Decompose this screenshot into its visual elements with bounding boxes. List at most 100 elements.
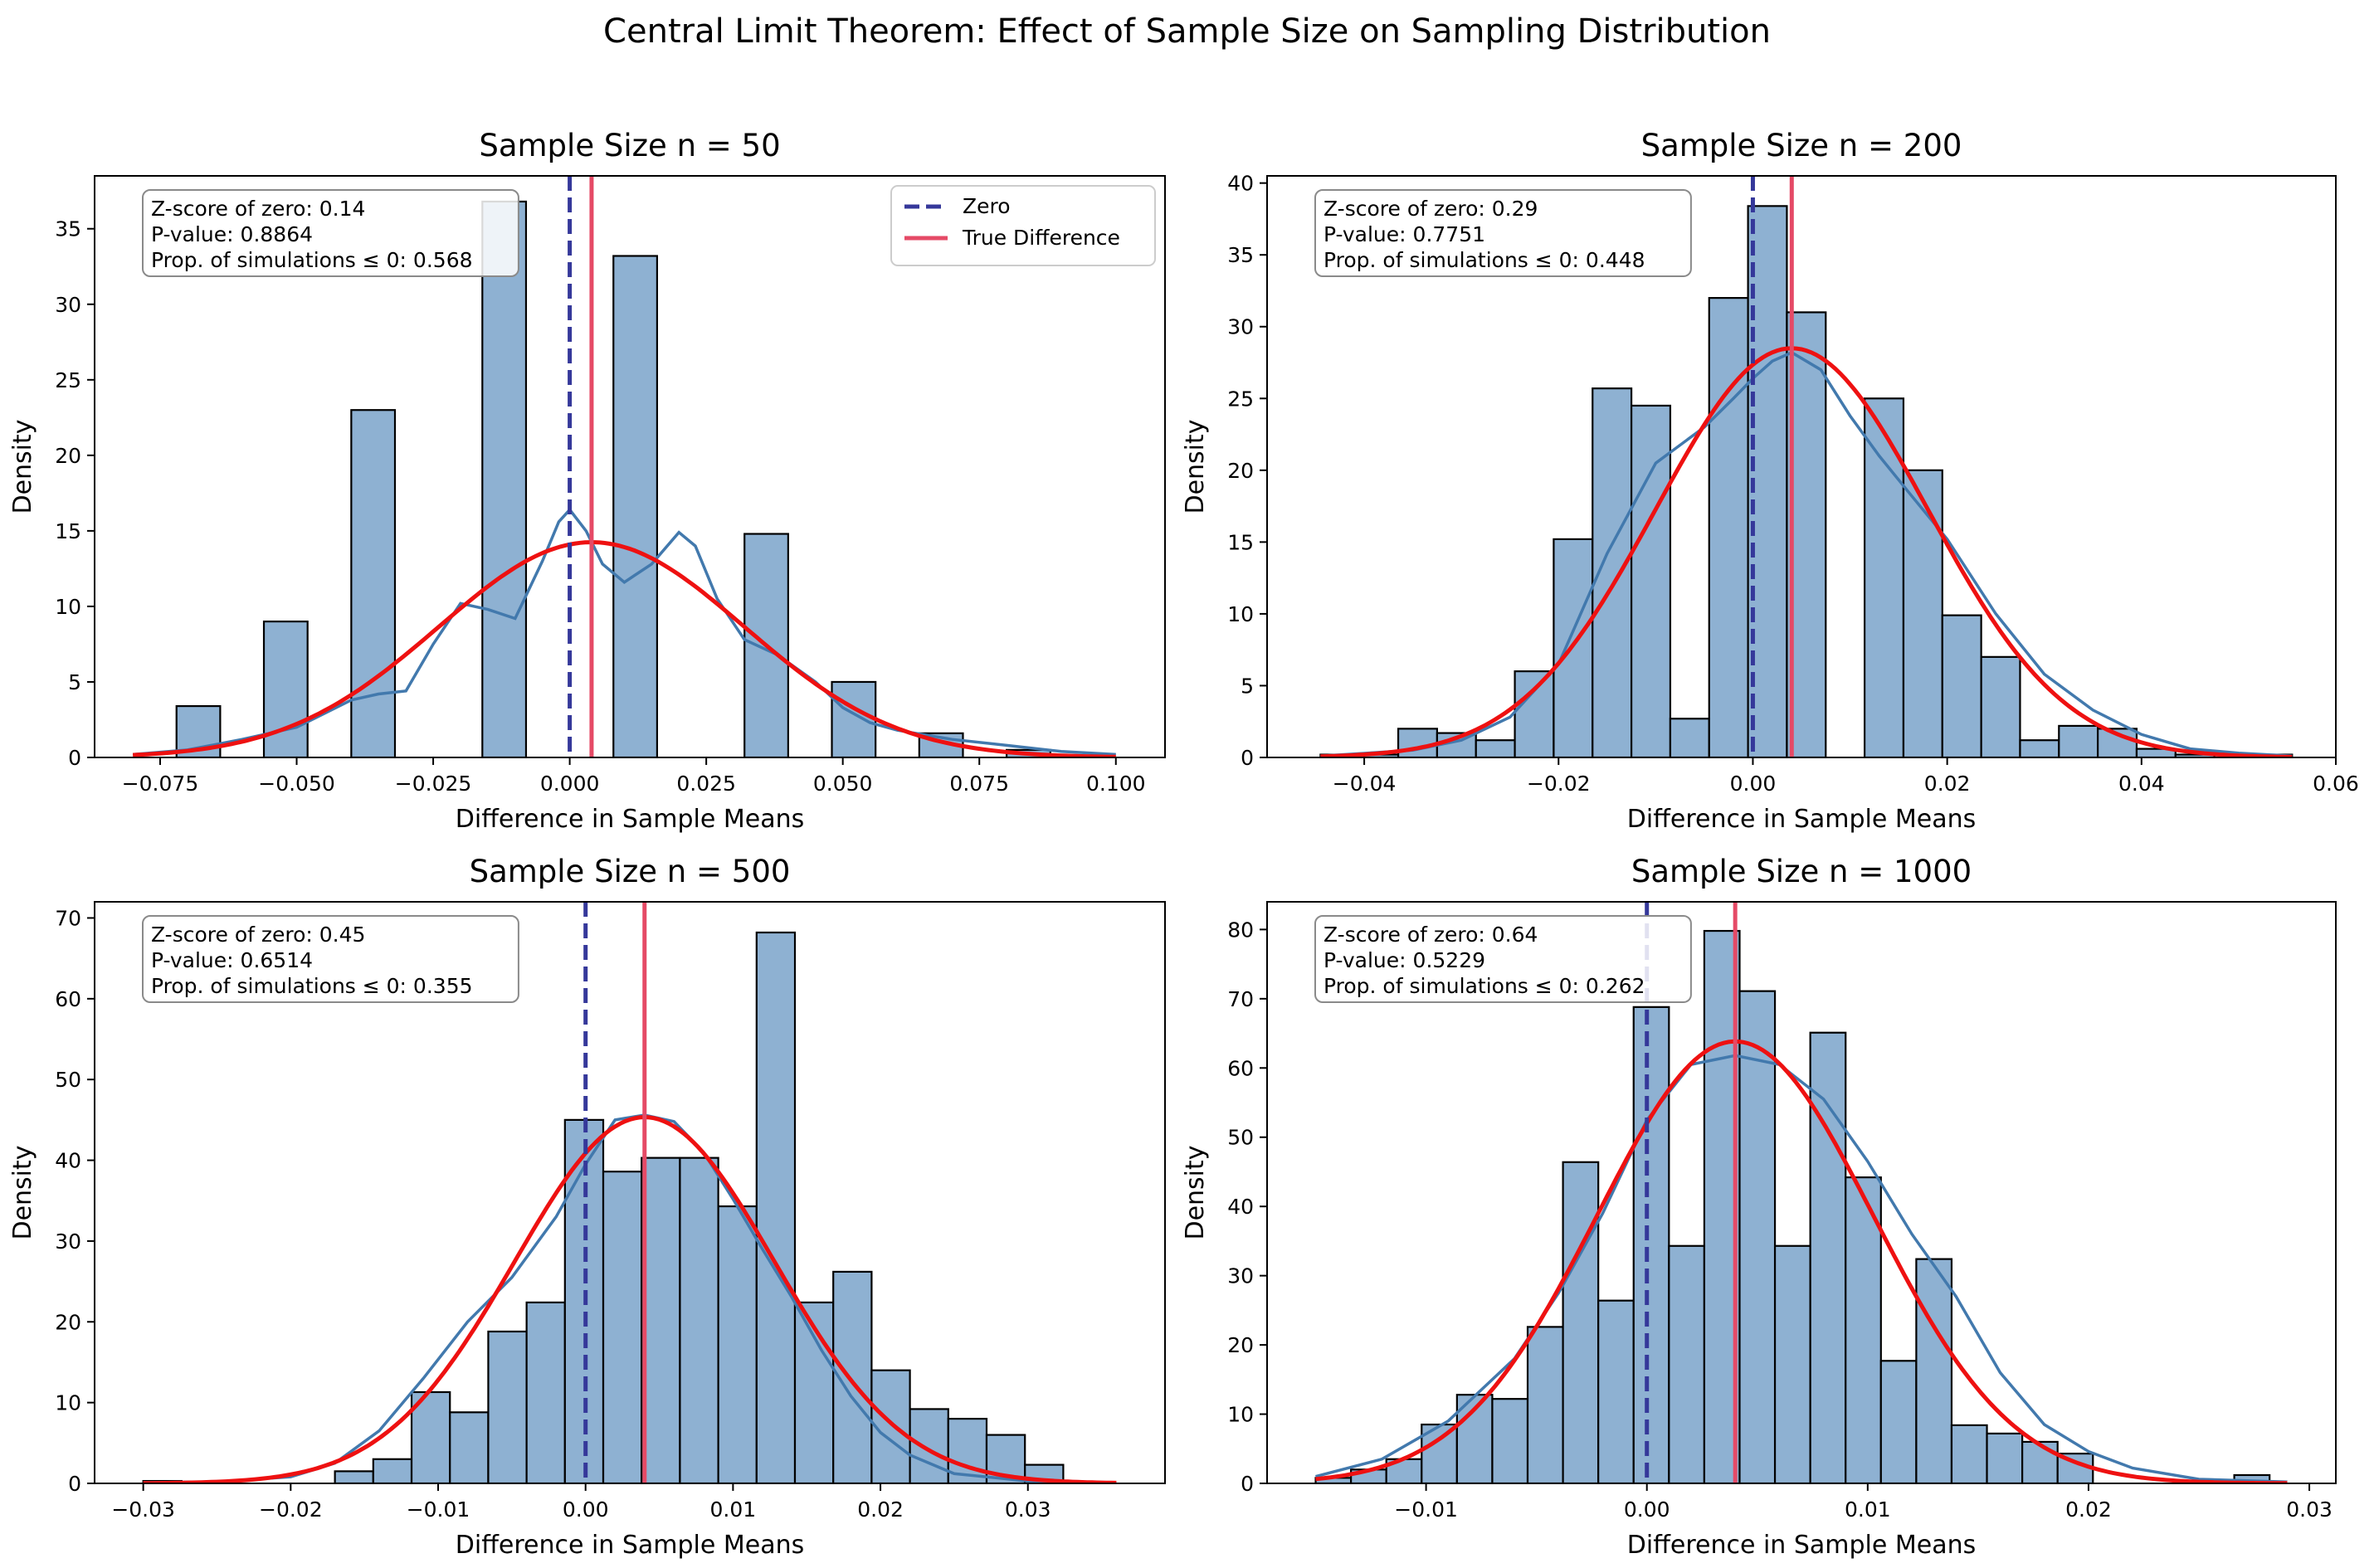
histogram-bar bbox=[1385, 1458, 1423, 1483]
normal-fit-curve bbox=[1315, 1039, 2288, 1483]
histogram-bar bbox=[1941, 614, 1982, 757]
y-tick-label: 70 bbox=[1227, 987, 1254, 1011]
x-axis-label: Difference in Sample Means bbox=[1627, 805, 1976, 834]
histogram-bar bbox=[1669, 718, 1710, 757]
histogram-bar bbox=[1773, 1244, 1811, 1483]
histogram-bar bbox=[1475, 739, 1516, 757]
y-tick-label: 80 bbox=[1227, 918, 1254, 942]
kde-curve bbox=[143, 1113, 1117, 1483]
stats-box bbox=[142, 915, 519, 1003]
stats-box bbox=[1314, 915, 1692, 1003]
histogram-bar bbox=[1455, 1394, 1494, 1483]
histogram-bar bbox=[1986, 1432, 2024, 1483]
histogram-bar bbox=[1980, 655, 2021, 757]
histogram-bar bbox=[175, 704, 222, 757]
histogram-bar bbox=[1592, 387, 1633, 757]
stats-box bbox=[142, 189, 519, 277]
y-tick-label: 25 bbox=[55, 368, 81, 392]
y-axis-label: Density bbox=[8, 419, 37, 514]
x-tick-label: 0.01 bbox=[1845, 1497, 1891, 1522]
axes-frame bbox=[94, 901, 1166, 1484]
histogram-bar bbox=[525, 1301, 566, 1483]
histogram-bar bbox=[832, 1270, 873, 1483]
x-tick-label: 0.06 bbox=[2313, 772, 2359, 796]
y-tick-label: 70 bbox=[55, 906, 81, 930]
stats-box-line: Prop. of simulations ≤ 0: 0.262 bbox=[1323, 974, 1645, 998]
histogram-bar bbox=[909, 1408, 949, 1483]
y-tick-label: 25 bbox=[1227, 387, 1254, 411]
histogram-bar bbox=[1809, 1031, 1847, 1483]
stats-box-line: Prop. of simulations ≤ 0: 0.355 bbox=[151, 974, 473, 998]
y-tick-label: 40 bbox=[55, 1149, 81, 1173]
histogram-bar bbox=[612, 255, 659, 757]
x-tick-label: −0.01 bbox=[1394, 1497, 1458, 1522]
y-tick-label: 20 bbox=[55, 444, 81, 468]
histogram-bar bbox=[1630, 404, 1672, 757]
histogram-bar bbox=[2058, 724, 2099, 757]
y-tick-label: 30 bbox=[1227, 315, 1254, 339]
x-tick-label: −0.050 bbox=[258, 772, 335, 796]
x-tick-label: 0.03 bbox=[2286, 1497, 2333, 1522]
histogram-bar bbox=[602, 1171, 643, 1483]
x-tick-label: 0.025 bbox=[676, 772, 736, 796]
y-tick-label: 0 bbox=[68, 1472, 81, 1496]
histogram-bar bbox=[870, 1369, 911, 1483]
y-tick-label: 10 bbox=[55, 1391, 81, 1415]
plot-area bbox=[1319, 176, 2294, 757]
stats-box-line: Z-score of zero: 0.29 bbox=[1323, 197, 1538, 221]
histogram-bar bbox=[1526, 1326, 1564, 1483]
histogram-bar bbox=[1562, 1161, 1600, 1483]
histogram-bar bbox=[1514, 670, 1555, 757]
axes-frame bbox=[1266, 901, 2337, 1484]
x-tick-label: 0.04 bbox=[2118, 772, 2165, 796]
x-tick-label: 0.02 bbox=[857, 1497, 904, 1522]
kde-curve bbox=[1320, 350, 2293, 757]
x-tick-label: −0.03 bbox=[111, 1497, 175, 1522]
stats-box bbox=[1314, 189, 1692, 277]
x-tick-label: 0.02 bbox=[1924, 772, 1971, 796]
histogram-bar bbox=[679, 1157, 719, 1483]
histogram-bar bbox=[1668, 1244, 1706, 1483]
x-tick-label: 0.01 bbox=[710, 1497, 757, 1522]
y-tick-label: 50 bbox=[1227, 1126, 1254, 1150]
legend-label: Zero bbox=[963, 194, 1011, 218]
x-tick-label: 0.00 bbox=[1730, 772, 1777, 796]
y-tick-label: 20 bbox=[1227, 1333, 1254, 1357]
stats-box-line: Prop. of simulations ≤ 0: 0.448 bbox=[1323, 248, 1645, 272]
histogram-bar bbox=[1902, 469, 1943, 757]
y-axis-label: Density bbox=[1181, 1145, 1210, 1239]
histogram-bar bbox=[350, 409, 397, 757]
x-tick-label: 0.100 bbox=[1086, 772, 1146, 796]
subplot-title: Sample Size n = 1000 bbox=[1631, 854, 1972, 889]
histogram-bar bbox=[1747, 205, 1788, 757]
kde-curve bbox=[132, 507, 1116, 757]
histogram-bar bbox=[743, 533, 789, 757]
y-tick-label: 0 bbox=[68, 746, 81, 770]
y-tick-label: 40 bbox=[1227, 172, 1254, 196]
stats-box-line: Z-score of zero: 0.64 bbox=[1323, 923, 1538, 947]
y-tick-label: 50 bbox=[55, 1068, 81, 1092]
histogram-bar bbox=[1879, 1360, 1918, 1483]
normal-fit-curve bbox=[143, 1115, 1117, 1483]
plot-area bbox=[1314, 902, 2288, 1483]
histogram-bar bbox=[410, 1390, 451, 1483]
histogram-bar bbox=[1319, 753, 1361, 757]
histogram-bar bbox=[2233, 1473, 2271, 1483]
kde-curve bbox=[1315, 1054, 2288, 1483]
subplot-title: Sample Size n = 50 bbox=[479, 128, 780, 163]
y-tick-label: 0 bbox=[1241, 1472, 1254, 1496]
stats-box-line: P-value: 0.7751 bbox=[1323, 222, 1485, 246]
histogram-bar bbox=[2135, 747, 2177, 757]
histogram-bar bbox=[2019, 739, 2060, 757]
histogram-bar bbox=[1845, 1176, 1882, 1483]
y-tick-label: 35 bbox=[55, 217, 81, 241]
plot-area bbox=[132, 176, 1116, 757]
y-tick-label: 30 bbox=[55, 1230, 81, 1254]
histogram-bar bbox=[947, 1418, 988, 1483]
y-tick-label: 0 bbox=[1241, 746, 1254, 770]
histogram-bar bbox=[487, 1330, 528, 1483]
y-tick-label: 20 bbox=[1227, 459, 1254, 483]
